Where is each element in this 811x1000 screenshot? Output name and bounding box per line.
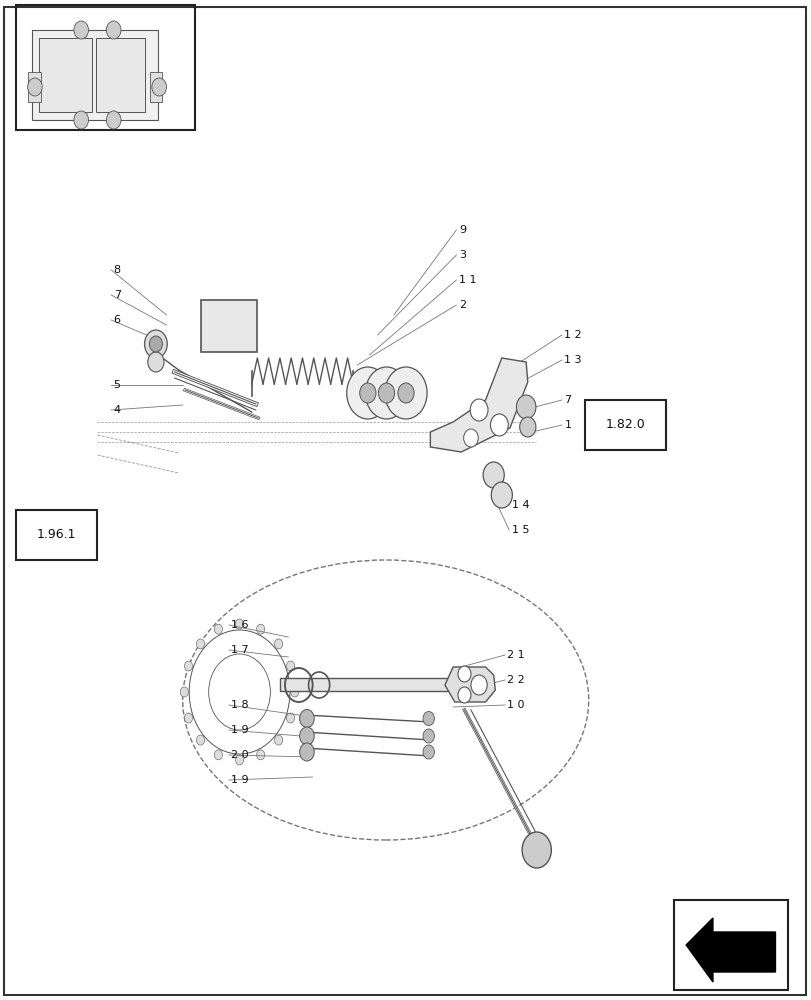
Text: 1 8: 1 8	[231, 700, 249, 710]
Bar	[201, 300, 256, 352]
Text: 2: 2	[458, 300, 466, 310]
Circle shape	[235, 619, 243, 629]
Circle shape	[457, 666, 470, 682]
Circle shape	[359, 383, 375, 403]
Circle shape	[196, 639, 204, 649]
Circle shape	[423, 712, 434, 726]
Circle shape	[144, 330, 167, 358]
Text: 1 6: 1 6	[231, 620, 249, 630]
Circle shape	[28, 78, 42, 96]
Text: 1 5: 1 5	[511, 525, 529, 535]
Circle shape	[483, 462, 504, 488]
Bar	[96, 38, 144, 112]
Text: 4: 4	[114, 405, 121, 415]
Circle shape	[365, 367, 407, 419]
Text: 7: 7	[564, 395, 571, 405]
Text: 1 4: 1 4	[511, 500, 529, 510]
Circle shape	[423, 745, 434, 759]
Circle shape	[106, 111, 121, 129]
Circle shape	[152, 78, 166, 96]
Circle shape	[196, 735, 204, 745]
Circle shape	[180, 687, 188, 697]
Circle shape	[214, 750, 222, 760]
Text: 5: 5	[114, 380, 121, 390]
Circle shape	[299, 710, 314, 728]
Bar	[16, 510, 97, 560]
Circle shape	[214, 624, 222, 634]
Circle shape	[290, 687, 298, 697]
Bar	[28, 72, 41, 102]
Text: 1 3: 1 3	[564, 355, 581, 365]
Bar	[16, 5, 195, 130]
Circle shape	[457, 687, 470, 703]
Circle shape	[74, 111, 88, 129]
Bar	[150, 72, 162, 102]
Circle shape	[286, 713, 294, 723]
Text: 2 2: 2 2	[507, 675, 525, 685]
Text: 9: 9	[458, 225, 466, 235]
Bar	[280, 678, 462, 691]
Circle shape	[384, 367, 427, 419]
Text: 7: 7	[114, 290, 121, 300]
Polygon shape	[685, 918, 775, 982]
Circle shape	[519, 417, 535, 437]
Text: 1 0: 1 0	[507, 700, 525, 710]
Circle shape	[256, 624, 264, 634]
Text: 2 0: 2 0	[231, 750, 249, 760]
Text: 1 9: 1 9	[231, 775, 249, 785]
Circle shape	[299, 727, 314, 745]
Polygon shape	[444, 667, 495, 702]
Circle shape	[235, 755, 243, 765]
Circle shape	[184, 661, 192, 671]
Circle shape	[274, 639, 282, 649]
Polygon shape	[430, 358, 527, 452]
Text: 3: 3	[458, 250, 466, 260]
Circle shape	[491, 482, 512, 508]
Circle shape	[378, 383, 394, 403]
Bar	[673, 900, 787, 990]
Text: 1.96.1: 1.96.1	[37, 528, 76, 542]
Bar	[39, 38, 92, 112]
Circle shape	[148, 352, 164, 372]
Circle shape	[106, 21, 121, 39]
Circle shape	[149, 336, 162, 352]
Circle shape	[470, 399, 487, 421]
Circle shape	[521, 832, 551, 868]
Text: 1.82.0: 1.82.0	[605, 418, 644, 431]
Text: 1 2: 1 2	[564, 330, 581, 340]
Circle shape	[184, 713, 192, 723]
Text: 6: 6	[114, 315, 121, 325]
Circle shape	[274, 735, 282, 745]
Circle shape	[423, 729, 434, 743]
Bar	[32, 30, 158, 120]
Circle shape	[286, 661, 294, 671]
Circle shape	[74, 21, 88, 39]
Circle shape	[516, 395, 535, 419]
Bar	[584, 400, 665, 450]
Text: 2 1: 2 1	[507, 650, 525, 660]
Circle shape	[490, 414, 508, 436]
Text: 1 9: 1 9	[231, 725, 249, 735]
Circle shape	[397, 383, 414, 403]
Circle shape	[256, 750, 264, 760]
Text: 1 1: 1 1	[458, 275, 476, 285]
Circle shape	[299, 743, 314, 761]
Circle shape	[470, 675, 487, 695]
Text: 8: 8	[114, 265, 121, 275]
Circle shape	[463, 429, 478, 447]
Circle shape	[346, 367, 388, 419]
Text: 1: 1	[564, 420, 571, 430]
Text: 1 7: 1 7	[231, 645, 249, 655]
